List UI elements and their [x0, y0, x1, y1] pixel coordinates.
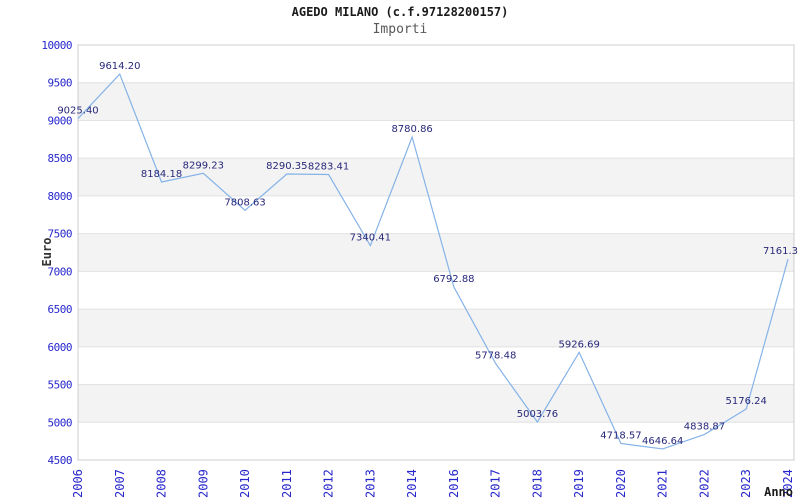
point-label: 9025.40 [57, 106, 98, 117]
x-tick-label: 2014 [405, 469, 419, 498]
x-tick-label: 2021 [656, 469, 670, 498]
point-label: 7340.41 [350, 233, 391, 244]
y-tick-label: 6500 [48, 303, 73, 316]
series-line [77, 73, 789, 450]
chart-title: AGEDO MILANO (c.f.97128200157) [291, 5, 509, 19]
x-tick-label: 2024 [781, 469, 795, 498]
x-axis-title: Anno [764, 485, 793, 499]
point-label: 5003.76 [517, 409, 558, 420]
point-label: 6792.88 [433, 274, 474, 285]
x-tick-label: 2011 [280, 469, 294, 498]
x-tick-label: 2013 [363, 469, 377, 498]
point-label: 8184.18 [141, 169, 182, 180]
grid-band [78, 384, 794, 423]
x-tick-label: 2007 [113, 469, 127, 498]
y-tick-label: 6000 [48, 341, 73, 354]
point-label: 8299.23 [183, 160, 224, 171]
y-tick-label: 9000 [48, 114, 73, 127]
x-tick-label: 2009 [196, 469, 210, 498]
y-tick-label: 9500 [48, 77, 73, 90]
y-tick-label: 10000 [41, 39, 72, 52]
x-tick-label: 2008 [155, 469, 169, 498]
x-tick-label: 2020 [614, 469, 628, 498]
point-label: 5778.48 [475, 351, 516, 362]
point-label: 8283.41 [308, 162, 349, 173]
x-tick-label: 2018 [530, 469, 544, 498]
y-tick-label: 4500 [48, 454, 73, 467]
point-label: 7161.3 [763, 246, 798, 257]
y-tick-label: 7500 [48, 228, 73, 241]
point-label: 5176.24 [726, 396, 767, 407]
y-tick-label: 5000 [48, 416, 73, 429]
point-label: 4718.57 [600, 431, 641, 442]
x-tick-label: 2006 [71, 469, 85, 498]
y-tick-label: 8000 [48, 190, 73, 203]
y-axis-title: Euro [40, 238, 54, 267]
x-tick-label: 2017 [489, 469, 503, 498]
y-tick-label: 8500 [48, 152, 73, 165]
x-tick-label: 2023 [739, 469, 753, 498]
x-tick-label: 2010 [238, 469, 252, 498]
grid-band [78, 82, 794, 121]
x-tick-label: 2019 [572, 469, 586, 498]
point-label: 5926.69 [558, 339, 599, 350]
plot-border [77, 44, 795, 461]
x-tick-label: 2016 [447, 469, 461, 498]
point-label: 8290.35 [266, 161, 307, 172]
grid-band [78, 309, 794, 347]
x-tick-label: 2022 [697, 469, 711, 498]
point-label: 4838.87 [684, 421, 725, 432]
point-label: 4646.64 [642, 436, 683, 447]
y-tick-label: 5500 [48, 379, 73, 392]
x-tick-label: 2012 [322, 469, 336, 498]
point-label: 8780.86 [391, 124, 432, 135]
point-label: 7808.63 [224, 197, 265, 208]
point-label: 9614.20 [99, 61, 140, 72]
chart-subtitle: Importi [372, 22, 428, 37]
grid-band [78, 158, 794, 196]
grid-band [78, 233, 794, 272]
y-tick-label: 7000 [48, 265, 73, 278]
